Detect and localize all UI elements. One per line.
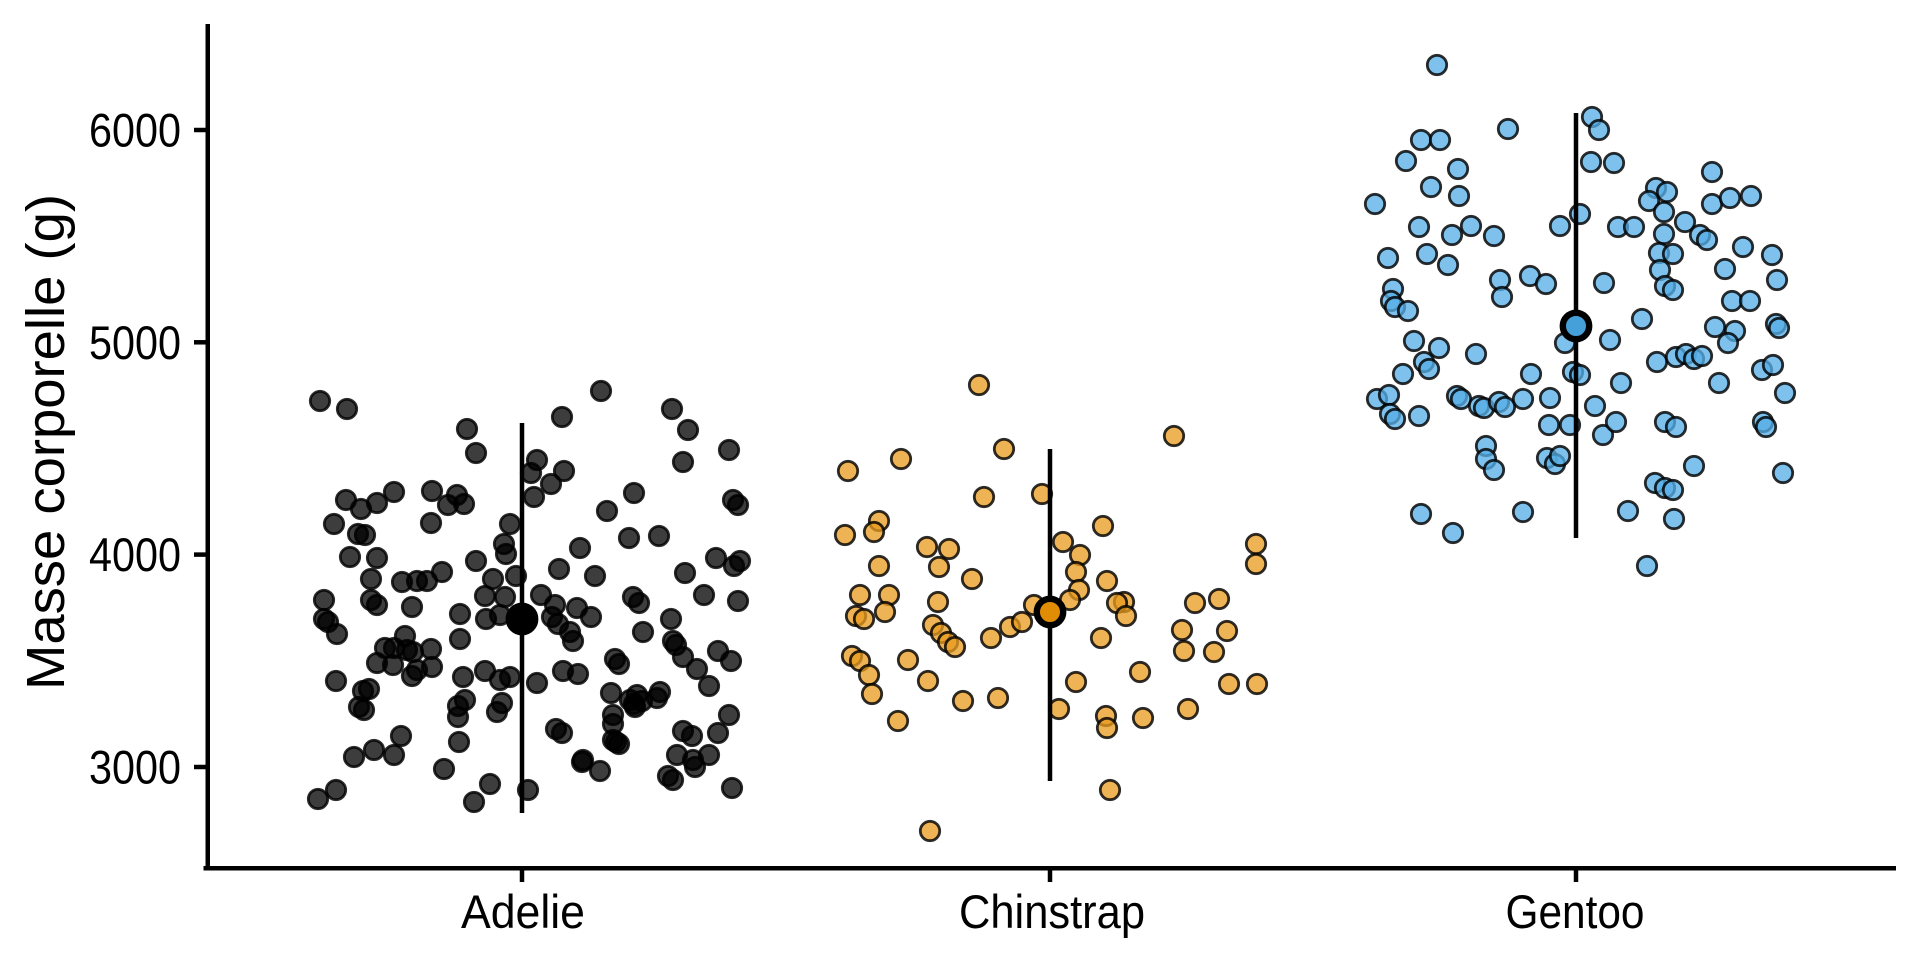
svg-text:3000: 3000 xyxy=(89,741,181,794)
svg-text:5000: 5000 xyxy=(89,316,181,369)
svg-text:4000: 4000 xyxy=(89,528,181,581)
svg-text:Gentoo: Gentoo xyxy=(1506,885,1645,938)
svg-text:Chinstrap: Chinstrap xyxy=(959,885,1145,938)
svg-text:Adelie: Adelie xyxy=(461,885,585,938)
svg-text:Masse corporelle (g): Masse corporelle (g) xyxy=(16,194,76,690)
svg-text:6000: 6000 xyxy=(89,104,181,157)
